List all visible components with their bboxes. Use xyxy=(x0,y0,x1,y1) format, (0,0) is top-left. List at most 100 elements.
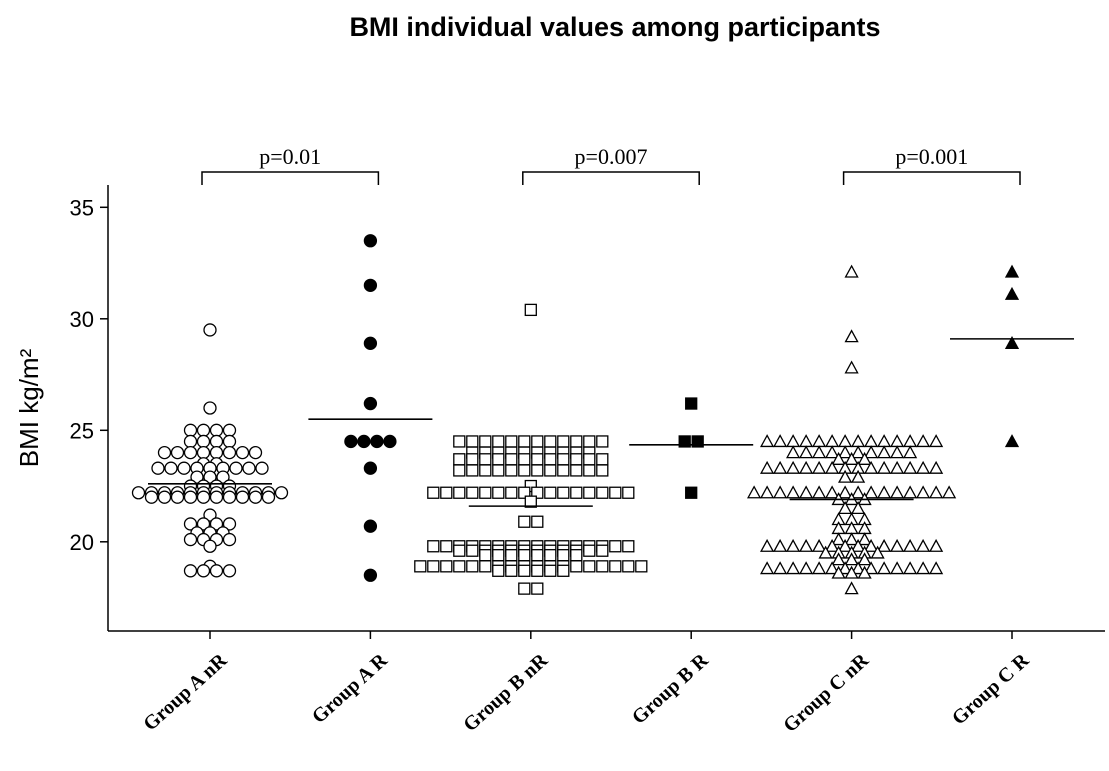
data-point xyxy=(1004,335,1020,349)
x-tick-label: Group A R xyxy=(308,649,392,728)
chart-title: BMI individual values among participants xyxy=(349,12,880,42)
data-point xyxy=(557,564,570,577)
data-point xyxy=(466,544,479,557)
data-point xyxy=(209,445,224,460)
data-point xyxy=(760,538,775,552)
data-point xyxy=(812,485,827,499)
data-point xyxy=(903,445,918,459)
data-point xyxy=(131,486,146,500)
data-point xyxy=(596,486,609,499)
data-point xyxy=(518,486,531,499)
data-point xyxy=(440,540,453,553)
data-point xyxy=(760,561,775,575)
data-point xyxy=(890,561,905,575)
data-point xyxy=(157,445,172,460)
data-point xyxy=(773,460,788,474)
data-point xyxy=(786,460,801,474)
data-point xyxy=(518,549,531,562)
data-point xyxy=(812,434,827,448)
data-point xyxy=(877,434,892,448)
data-point xyxy=(838,469,853,483)
data-point xyxy=(799,561,814,575)
data-point xyxy=(583,453,596,466)
data-point xyxy=(479,464,492,477)
data-point xyxy=(838,561,853,575)
data-point xyxy=(492,435,505,448)
data-point xyxy=(357,434,371,449)
data-point xyxy=(851,445,866,459)
data-point xyxy=(248,490,263,504)
data-point xyxy=(596,435,609,448)
data-point xyxy=(203,508,217,522)
p-value-label: p=0.007 xyxy=(575,144,648,169)
data-point xyxy=(596,464,609,477)
data-point xyxy=(531,582,544,595)
data-point xyxy=(857,565,872,579)
data-point xyxy=(531,549,544,562)
data-point xyxy=(583,464,596,477)
data-point xyxy=(838,538,853,552)
data-point xyxy=(453,544,466,557)
data-point xyxy=(531,435,544,448)
data-point xyxy=(844,360,859,374)
data-point xyxy=(773,485,788,499)
data-point xyxy=(760,434,775,448)
data-point xyxy=(531,515,544,528)
data-point xyxy=(183,423,198,437)
data-point xyxy=(903,561,918,575)
data-point xyxy=(235,445,250,460)
data-point xyxy=(479,435,492,448)
data-point xyxy=(518,515,531,528)
data-point xyxy=(518,564,531,577)
data-point xyxy=(505,453,518,466)
data-point xyxy=(570,560,583,573)
data-point xyxy=(890,538,905,552)
data-point xyxy=(274,486,289,500)
data-point xyxy=(453,486,466,499)
data-point xyxy=(916,460,931,474)
data-point xyxy=(864,460,879,474)
data-point xyxy=(157,490,172,504)
data-point xyxy=(196,490,211,504)
data-point xyxy=(864,538,879,552)
data-point xyxy=(570,453,583,466)
data-point xyxy=(209,564,224,578)
data-point xyxy=(857,552,872,566)
data-point xyxy=(583,560,596,573)
data-point xyxy=(799,445,814,459)
data-point xyxy=(851,469,866,483)
data-point xyxy=(831,565,846,579)
data-point xyxy=(877,445,892,459)
data-point xyxy=(183,564,198,578)
data-point xyxy=(857,532,872,546)
data-point xyxy=(363,568,378,582)
data-point xyxy=(1004,434,1020,448)
data-point xyxy=(844,264,859,278)
data-point xyxy=(440,486,453,499)
comparison-bracket xyxy=(842,171,1021,185)
data-point xyxy=(518,435,531,448)
data-point xyxy=(825,434,840,448)
data-point xyxy=(929,538,944,552)
data-point xyxy=(844,451,859,465)
data-point xyxy=(844,329,859,343)
data-point xyxy=(851,538,866,552)
data-point xyxy=(916,538,931,552)
data-point xyxy=(518,464,531,477)
data-point xyxy=(183,445,198,460)
data-point xyxy=(363,519,378,533)
data-point xyxy=(916,561,931,575)
data-point xyxy=(786,485,801,499)
data-point xyxy=(799,538,814,552)
data-point xyxy=(786,561,801,575)
data-point xyxy=(427,486,440,499)
data-point xyxy=(261,490,276,504)
data-point xyxy=(844,532,859,546)
data-point xyxy=(609,540,622,553)
y-tick-label: 20 xyxy=(70,530,94,555)
data-point xyxy=(170,445,185,460)
data-point xyxy=(825,460,840,474)
data-point xyxy=(864,434,879,448)
data-point xyxy=(492,453,505,466)
